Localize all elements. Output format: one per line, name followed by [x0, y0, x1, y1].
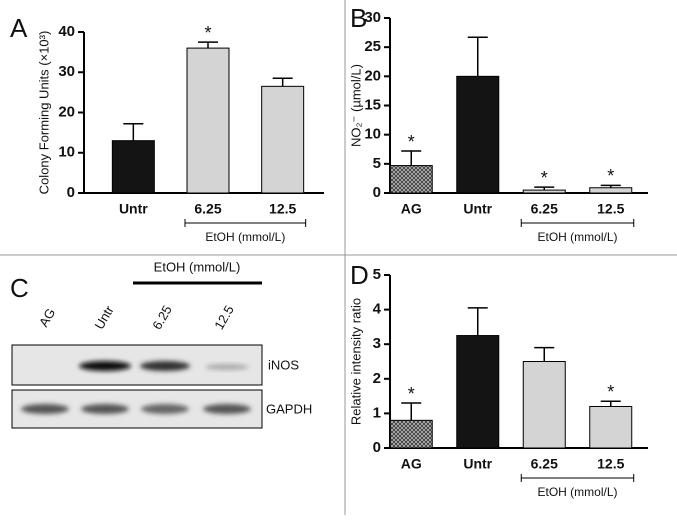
group-label: EtOH (mmol/L): [205, 230, 285, 244]
x-tick-label: 12.5: [269, 201, 296, 217]
bar: [589, 187, 633, 194]
y-tick-label: 30: [364, 9, 381, 26]
y-tick-label: 10: [364, 126, 381, 143]
x-tick-label: AG: [401, 456, 422, 472]
x-tick-label: 12.5: [597, 456, 624, 472]
annotation: *: [607, 382, 614, 402]
annotation: *: [541, 168, 548, 188]
group-label: EtOH (mmol/L): [537, 485, 617, 499]
y-tick-label: 0: [373, 184, 381, 201]
band: [21, 404, 69, 414]
bar: [186, 47, 230, 194]
bar: [589, 405, 633, 449]
bar: [522, 189, 566, 194]
band: [81, 404, 129, 414]
y-tick-label: 40: [58, 23, 75, 40]
annotation: *: [408, 132, 415, 152]
lane-label: AG: [36, 306, 58, 330]
annotation: *: [204, 23, 211, 43]
y-tick-label: 1: [373, 404, 381, 421]
y-tick-label: 20: [364, 67, 381, 84]
row-label: iNOS: [268, 357, 299, 372]
y-tick-label: 4: [373, 301, 382, 318]
x-tick-label: 6.25: [194, 201, 221, 217]
bar: [261, 85, 305, 194]
y-tick-label: 30: [58, 63, 75, 80]
group-label: EtOH (mmol/L): [537, 230, 617, 244]
y-tick-label: 0: [373, 439, 381, 456]
group-label: EtOH (mmol/L): [154, 259, 241, 274]
y-tick-label: 5: [373, 266, 381, 283]
y-tick-label: 10: [58, 144, 75, 161]
x-tick-label: 6.25: [531, 456, 558, 472]
y-axis-label: NO₂⁻ (µmol/L): [348, 64, 363, 147]
x-tick-label: Untr: [463, 201, 492, 217]
y-tick-label: 15: [364, 96, 381, 113]
band: [140, 361, 190, 371]
y-tick-label: 20: [58, 103, 75, 120]
y-tick-label: 5: [373, 155, 381, 172]
x-tick-label: 6.25: [531, 201, 558, 217]
y-tick-label: 0: [67, 184, 75, 201]
x-tick-label: AG: [401, 201, 422, 217]
x-tick-label: 12.5: [597, 201, 624, 217]
bar: [522, 361, 566, 449]
y-tick-label: 3: [373, 335, 381, 352]
bar: [389, 419, 433, 449]
lane-label: 12.5: [211, 303, 237, 332]
bar: [456, 335, 500, 449]
panel-letter: A: [10, 13, 28, 43]
blot-panel: C EtOH (mmol/L) AG Untr 6.25 12.5 iNOS G…: [10, 259, 312, 429]
band: [203, 404, 251, 414]
panel-letter: B: [350, 3, 367, 33]
x-tick-label: Untr: [463, 456, 492, 472]
y-axis-label: Relative intensity ratio: [348, 298, 363, 425]
annotation: *: [607, 166, 614, 186]
annotation: *: [408, 384, 415, 404]
panel-letter: C: [10, 273, 29, 303]
row-label: GAPDH: [266, 401, 312, 416]
bar: [389, 165, 433, 194]
bar: [111, 140, 155, 194]
lane-label: Untr: [91, 303, 117, 332]
y-axis-label: Colony Forming Units (×10³): [36, 31, 51, 195]
y-tick-label: 25: [364, 38, 381, 55]
lane-label: 6.25: [149, 303, 175, 332]
band: [79, 361, 131, 371]
x-tick-label: Untr: [119, 201, 148, 217]
band: [205, 364, 249, 370]
band: [141, 404, 189, 414]
y-tick-label: 2: [373, 370, 381, 387]
panel-letter: D: [350, 260, 369, 290]
bar: [456, 75, 500, 194]
